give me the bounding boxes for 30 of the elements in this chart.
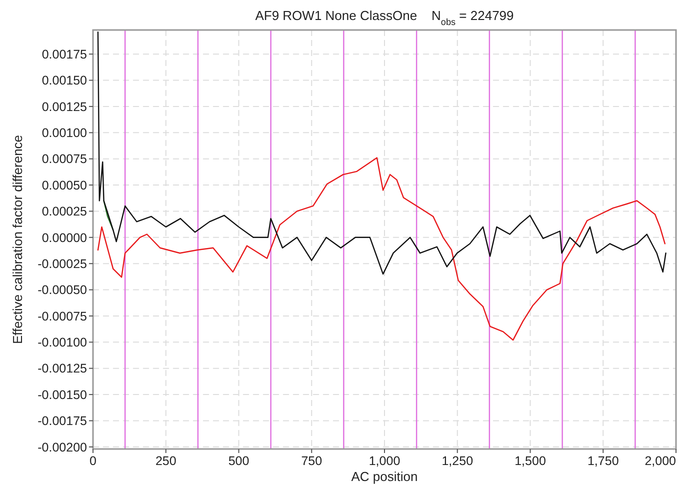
x-tick-label: 1,250: [442, 454, 474, 468]
y-tick-label: 0.00075: [42, 152, 88, 166]
y-tick-label: 0.00125: [42, 100, 88, 114]
y-tick-label: 0.00000: [42, 230, 88, 245]
line-series: [97, 157, 666, 341]
y-axis-title: Effective calibration factor difference: [10, 134, 25, 344]
y-tick-label: 0.00100: [42, 126, 88, 140]
y-tick-label: -0.00200: [38, 440, 88, 454]
line-series: [97, 31, 666, 275]
x-tick-label: 2,000: [644, 454, 676, 468]
x-tick-label: 1,750: [587, 454, 619, 468]
y-tick-label: -0.00125: [38, 362, 88, 376]
y-tick-label: -0.00175: [38, 414, 88, 428]
x-axis-title: AC position: [351, 469, 418, 484]
x-tick-label: 250: [155, 454, 176, 468]
y-tick-label: -0.00075: [38, 309, 88, 324]
y-tick-label: -0.00150: [38, 388, 88, 402]
x-tick-label: 1,500: [514, 454, 546, 468]
x-tick-label: 0: [90, 454, 97, 468]
y-tick-label: 0.00050: [42, 178, 88, 192]
y-tick-label: -0.00025: [38, 256, 88, 271]
chart-title: AF9 ROW1 None ClassOne N$_{obs}$ = 224799: [255, 8, 514, 27]
x-tick-label: 750: [301, 454, 322, 468]
x-tick-label: 500: [228, 454, 250, 468]
y-tick-label: 0.00150: [42, 74, 88, 88]
y-tick-label: -0.00100: [38, 336, 88, 350]
y-tick-label: 0.00025: [42, 204, 88, 219]
y-tick-label: -0.00050: [38, 283, 88, 298]
y-tick-label: 0.00175: [42, 47, 88, 62]
x-tick-label: 1,000: [368, 454, 400, 468]
